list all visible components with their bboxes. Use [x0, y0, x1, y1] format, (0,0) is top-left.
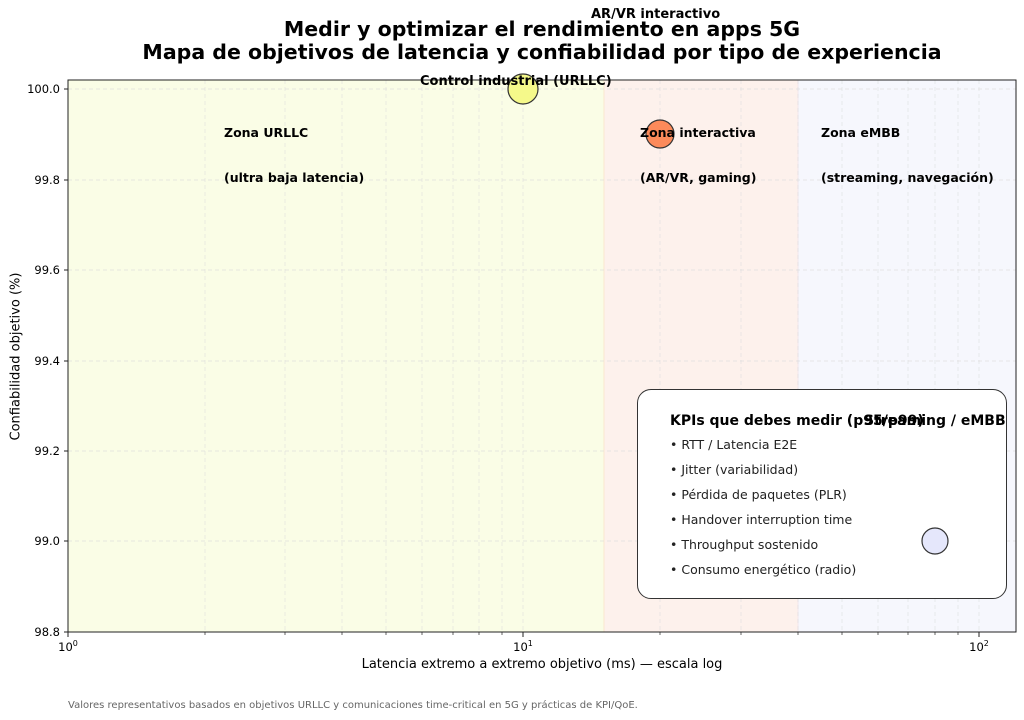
chart-title-line1: Medir y optimizar el rendimiento en apps… — [283, 17, 801, 41]
point-label-streaming: Streaming / eMBB — [864, 413, 1006, 429]
kpi-item-handover: • Handover interruption time — [670, 512, 853, 527]
axes-frame — [67, 79, 1017, 633]
kpi-item-jitter: • Jitter (variabilidad) — [670, 462, 799, 477]
kpi-item-packet-loss: • Pérdida de paquetes (PLR) — [670, 487, 847, 502]
xtick-base: 10 — [513, 640, 528, 654]
point-streaming[interactable] — [921, 527, 949, 555]
y-ticks — [64, 88, 68, 633]
zone-label-urllc: Zona URLLC (ultra baja latencia) — [224, 95, 364, 200]
ytick-99-6: 99.6 — [34, 263, 60, 277]
kpi-box-title: KPIs que debes medir (p95/p99) — [670, 413, 924, 429]
xtick-exp: 2 — [983, 639, 989, 648]
zone-embb-line2: (streaming, navegación) — [821, 170, 994, 185]
zone-interactive-line2: (AR/VR, gaming) — [640, 170, 757, 185]
xtick-base: 10 — [969, 640, 984, 654]
ytick-99-0: 99.0 — [34, 534, 60, 548]
zone-urllc-line1: Zona URLLC — [224, 125, 309, 140]
point-ar-vr[interactable] — [645, 119, 675, 149]
ytick-99-2: 99.2 — [34, 444, 60, 458]
zone-embb-line1: Zona eMBB — [821, 125, 901, 140]
point-label-ar-vr: AR/VR interactivo — [591, 7, 721, 22]
kpi-item-throughput: • Throughput sostenido — [670, 537, 819, 552]
xtick-10e1: 101 — [503, 639, 543, 654]
zone-urllc-line2: (ultra baja latencia) — [224, 170, 365, 185]
zone-interactive-line1: Zona interactiva — [640, 125, 756, 140]
x-axis-label: Latencia extremo a extremo objetivo (ms)… — [361, 657, 723, 672]
y-axis-label: Confiabilidad objetivo (%) — [8, 272, 24, 441]
point-label-control-industrial: Control industrial (URLLC) — [420, 74, 612, 89]
xtick-10e2: 102 — [959, 639, 999, 654]
zone-label-embb: Zona eMBB (streaming, navegación) — [821, 95, 994, 200]
grid-vertical — [204, 80, 980, 632]
ytick-99-4: 99.4 — [34, 354, 60, 368]
kpi-item-rtt: • RTT / Latencia E2E — [670, 437, 798, 452]
zone-urllc-bg — [68, 80, 604, 632]
xtick-base: 10 — [58, 640, 73, 654]
xtick-exp: 0 — [72, 639, 78, 648]
x-ticks-minor — [204, 632, 959, 635]
kpi-list: • RTT / Latencia E2E • Jitter (variabili… — [670, 437, 856, 587]
x-ticks-major — [67, 632, 980, 637]
ytick-99-8: 99.8 — [34, 173, 60, 187]
kpi-box — [637, 389, 1007, 599]
xtick-10e0: 100 — [48, 639, 88, 654]
point-control-industrial[interactable] — [507, 73, 539, 105]
ytick-98-8: 98.8 — [34, 625, 60, 639]
xtick-exp: 1 — [527, 639, 533, 648]
ytick-100-0: 100.0 — [27, 82, 60, 96]
kpi-item-energy: • Consumo energético (radio) — [670, 562, 857, 577]
footer-note: Valores representativos basados en objet… — [68, 700, 638, 711]
zone-label-interactive: Zona interactiva (AR/VR, gaming) — [640, 95, 756, 200]
chart-title-line2: Mapa de objetivos de latencia y confiabi… — [142, 40, 942, 64]
point-streaming-layer — [921, 527, 949, 555]
